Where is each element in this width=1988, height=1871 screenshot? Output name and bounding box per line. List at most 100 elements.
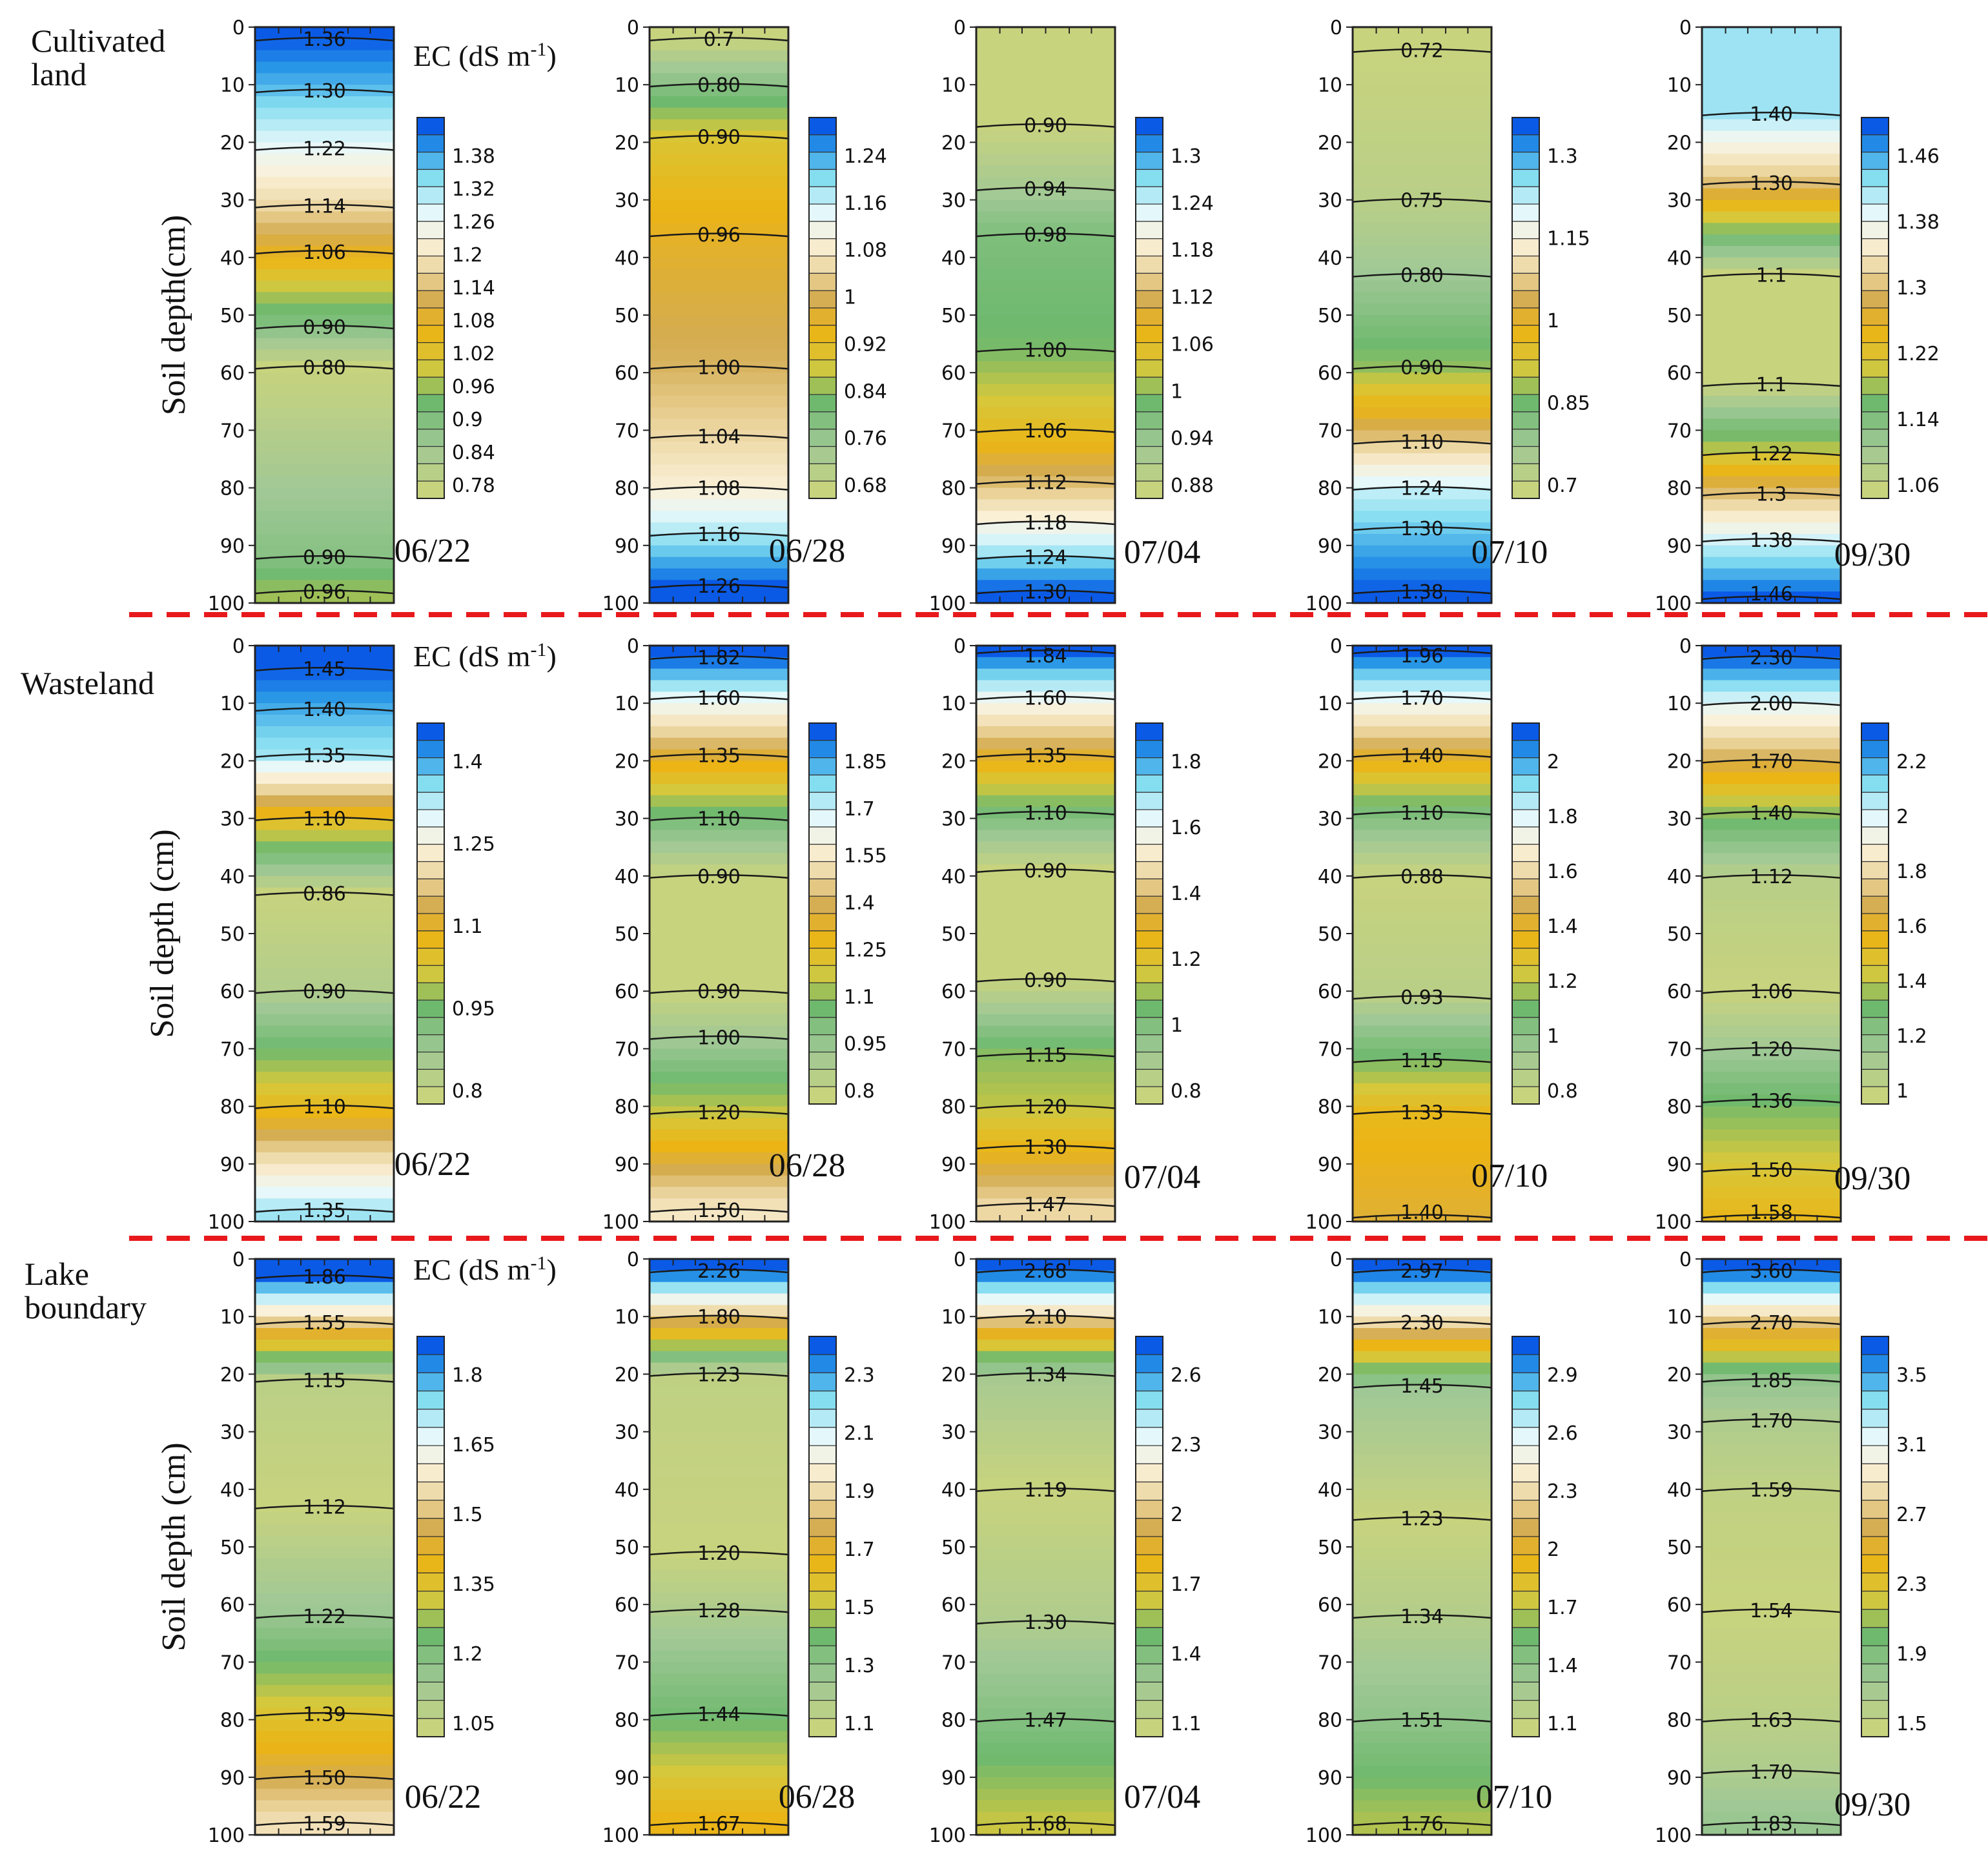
ec-band	[650, 499, 788, 511]
y-tick-label: 50	[941, 923, 966, 946]
date-label: 06/22	[395, 533, 471, 569]
ec-band	[976, 657, 1115, 670]
ec-band	[1702, 338, 1841, 351]
ec-band	[976, 1627, 1115, 1640]
ec-band	[976, 749, 1115, 761]
colorbar-tick-label: 1	[1896, 1080, 1909, 1103]
ec-band	[1353, 899, 1491, 911]
ec-band	[976, 38, 1115, 51]
ec-band	[255, 568, 394, 580]
contour-line	[1352, 365, 1492, 370]
colorbar-swatch	[416, 221, 445, 240]
colorbar-swatch	[1135, 982, 1163, 1001]
contour-line	[976, 520, 1116, 526]
ec-band	[1702, 1408, 1841, 1421]
colorbar-swatch	[1861, 965, 1889, 983]
colorbar-swatch	[416, 117, 445, 136]
y-tick-label: 50	[615, 923, 639, 946]
colorbar-swatch	[1511, 1590, 1540, 1610]
ec-band	[1702, 945, 1841, 957]
ec-band	[976, 668, 1115, 681]
ec-band	[650, 1094, 788, 1107]
y-tick-label: 30	[220, 808, 245, 831]
ec-band	[1353, 1094, 1491, 1107]
colorbar-swatch	[1511, 1663, 1540, 1683]
contour-label: 1.84	[1024, 645, 1067, 668]
colorbar-swatch	[1861, 1034, 1889, 1053]
ec-band	[1353, 1025, 1491, 1038]
colorbar-swatch	[808, 1518, 837, 1537]
ec-band	[1702, 979, 1841, 992]
colorbar-swatch	[1511, 255, 1540, 274]
colorbar-title: EC (dS m-1)	[413, 1252, 557, 1287]
colorbar-frame	[1861, 722, 1889, 1105]
colorbar-swatch	[1135, 394, 1163, 413]
y-tick-label: 10	[1667, 693, 1692, 715]
colorbar-tick-label: 1.6	[1547, 861, 1578, 883]
ec-band	[1702, 1466, 1841, 1478]
ec-band	[650, 1141, 788, 1153]
ec-band	[255, 864, 394, 877]
y-tick-label: 70	[1318, 420, 1342, 442]
colorbar-tick-label: 2.3	[1547, 1480, 1578, 1503]
ec-band	[650, 1650, 788, 1662]
contour-label: 0.90	[697, 126, 741, 148]
contour-label: 1.30	[1024, 581, 1067, 604]
contour-label: 1.12	[303, 1497, 346, 1519]
ec-band	[650, 1581, 788, 1593]
ec-band	[1353, 280, 1491, 292]
colorbar-swatch	[1861, 757, 1889, 776]
colorbar-tick-label: 1.06	[1896, 475, 1940, 497]
colorbar-swatch	[1861, 307, 1889, 326]
colorbar-swatch	[1135, 809, 1163, 828]
y-tick-label: 0	[1330, 1249, 1342, 1271]
contour-line	[976, 555, 1116, 560]
colorbar-swatch	[1861, 1572, 1889, 1592]
ec-band	[1702, 1455, 1841, 1467]
ec-band	[650, 73, 788, 85]
ec-band	[255, 188, 394, 201]
colorbar-swatch	[416, 1536, 445, 1555]
ec-band	[1702, 806, 1841, 819]
colorbar-swatch	[1511, 861, 1540, 879]
colorbar-swatch	[1135, 272, 1163, 291]
ec-band	[650, 1385, 788, 1398]
colorbar-swatch	[1511, 429, 1540, 447]
colorbar-swatch	[808, 740, 837, 759]
contour-label: 1.36	[1750, 1090, 1793, 1113]
colorbar-swatch	[416, 1700, 445, 1719]
ec-band	[1702, 85, 1841, 97]
ec-band	[1702, 864, 1841, 877]
contour-line	[976, 1488, 1116, 1493]
y-tick-label: 60	[941, 362, 966, 385]
colorbar-swatch	[808, 913, 837, 932]
ec-band	[650, 715, 788, 727]
y-tick-label: 0	[232, 1249, 245, 1271]
colorbar-swatch	[1135, 913, 1163, 932]
ec-band	[976, 899, 1115, 911]
ec-band	[976, 979, 1115, 992]
contour-line	[976, 1717, 1116, 1723]
ec-band	[1702, 199, 1841, 212]
colorbar-swatch	[416, 342, 445, 361]
ec-band	[1702, 1616, 1841, 1628]
ec-band	[1353, 956, 1491, 969]
colorbar-frame	[808, 1336, 837, 1737]
y-tick-label: 10	[220, 74, 245, 97]
contour-line	[976, 1202, 1116, 1207]
y-tick-label: 50	[1318, 923, 1342, 946]
contour-line	[1701, 701, 1841, 706]
ec-band	[650, 418, 788, 431]
y-tick-label: 10	[1318, 74, 1342, 97]
contour-label: 1.1	[1756, 374, 1787, 396]
colorbar-swatch	[1861, 740, 1889, 759]
row-title-line: land	[31, 56, 87, 92]
y-tick-label: 80	[220, 1710, 245, 1732]
ec-band	[1702, 522, 1841, 535]
ec-band	[976, 956, 1115, 969]
contour-line	[649, 816, 789, 821]
colorbar-tick-label: 1.5	[844, 1597, 875, 1619]
y-tick-label: 80	[941, 478, 966, 500]
ec-band	[1702, 1141, 1841, 1153]
